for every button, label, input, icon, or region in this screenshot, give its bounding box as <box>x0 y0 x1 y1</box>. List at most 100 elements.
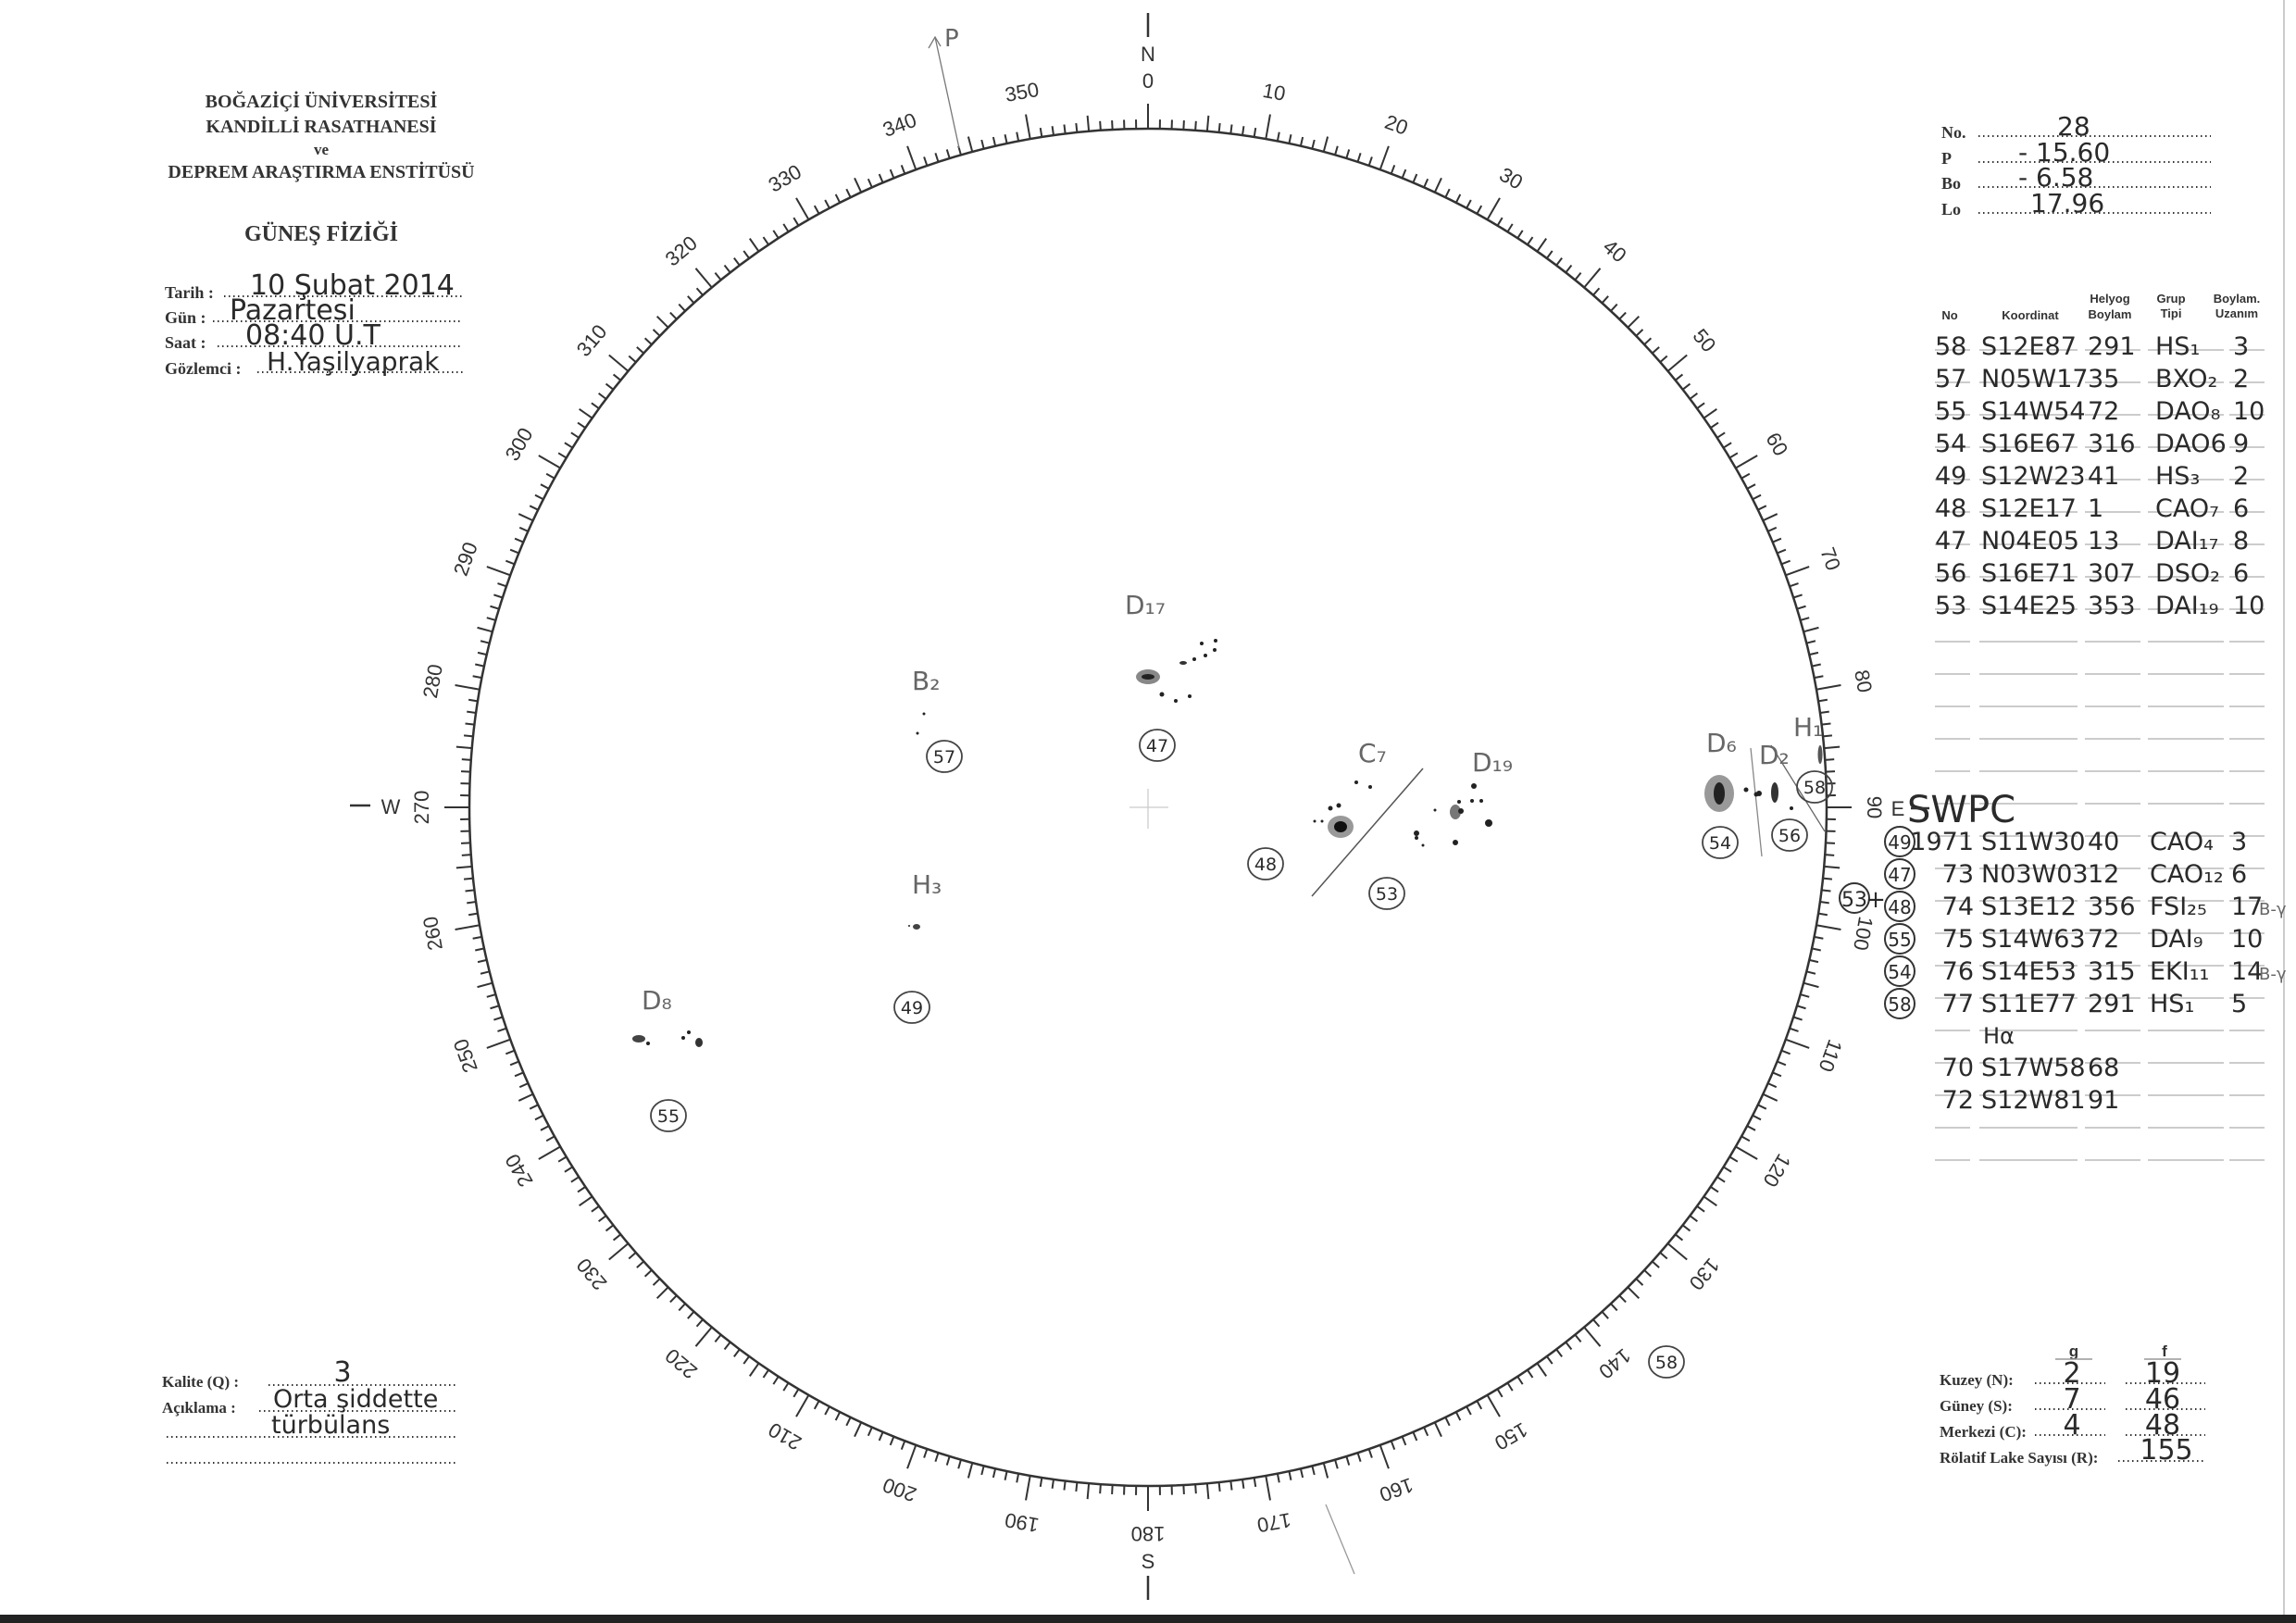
tick-mark <box>636 346 644 355</box>
sunspot <box>922 712 926 716</box>
tick-mark <box>1401 169 1407 179</box>
header-type-1: Grup <box>2156 292 2185 306</box>
tick-mark <box>1086 115 1091 131</box>
tick-mark <box>472 675 482 680</box>
tick-mark <box>1601 1311 1609 1319</box>
sunspot <box>1743 787 1749 793</box>
tick-mark <box>782 223 790 232</box>
tick-mark <box>934 1452 940 1462</box>
tick-mark <box>1574 271 1582 281</box>
tick-mark <box>1652 1260 1660 1268</box>
sunspot <box>1204 654 1207 657</box>
tick-mark <box>1800 993 1810 998</box>
swpc-number: 76 <box>1942 957 1974 986</box>
tick-mark <box>1075 122 1079 133</box>
tick-mark <box>1466 199 1472 209</box>
tick-mark <box>1728 1155 1739 1163</box>
degree-label: 250 <box>449 1036 482 1076</box>
degree-label: 10 <box>1261 79 1287 106</box>
tick-mark <box>1546 1355 1554 1365</box>
sunspot <box>1200 642 1204 645</box>
tick-mark <box>867 1427 873 1437</box>
tick-mark <box>1675 1233 1684 1242</box>
tick-mark <box>1816 924 1841 930</box>
scan-edge-bottom <box>0 1615 2296 1623</box>
cell-ext: 8 <box>2233 527 2249 556</box>
sunspot <box>1354 780 1358 784</box>
group-number-circle: 58 <box>1796 770 1833 804</box>
swpc-local-number: 48 <box>1888 896 1911 918</box>
tick-mark <box>1803 626 1819 633</box>
south-f: 46 <box>2145 1383 2180 1416</box>
degree-label: 80 <box>1850 668 1877 694</box>
tick-mark <box>1762 1092 1778 1102</box>
group-number-circle: 54 <box>1702 826 1739 859</box>
tick-mark <box>1345 149 1351 159</box>
sunspot <box>1790 806 1793 810</box>
tick-mark <box>1789 582 1799 588</box>
halpha-row: 70 S17W58 68 <box>1942 1054 2120 1082</box>
lo-value: 17.96 <box>2030 188 2104 218</box>
time-label: Saat : <box>165 333 206 352</box>
tick-mark <box>824 199 830 209</box>
tick-mark <box>1111 1484 1114 1495</box>
sunspot <box>695 1038 703 1047</box>
swpc-note: B-γ <box>2259 965 2287 984</box>
header-ext-1: Boylam. <box>2214 292 2261 306</box>
tick-mark <box>1746 1125 1756 1131</box>
tick-mark <box>1051 1479 1054 1489</box>
no-label: No. <box>1941 123 1966 142</box>
degree-label: 310 <box>572 320 612 361</box>
day-label: Gün : <box>165 308 206 327</box>
center-label: Merkezi (C): <box>1940 1423 2027 1441</box>
tick-mark <box>762 1369 769 1379</box>
tick-mark <box>467 901 477 905</box>
degree-label: 140 <box>1594 1344 1635 1384</box>
r-label: Rölatif Lake Sayısı (R): <box>1940 1449 2098 1467</box>
tick-mark <box>1703 1195 1717 1207</box>
tick-mark <box>1205 115 1210 131</box>
tick-mark <box>465 722 475 726</box>
tick-mark <box>878 1431 884 1442</box>
observation-fields: Tarih : 10 Şubat 2014 Gün : Pazartesi Sa… <box>165 269 463 378</box>
halpha-lon: 68 <box>2088 1054 2119 1082</box>
tick-mark <box>1546 250 1554 259</box>
swpc-ext: 6 <box>2231 860 2247 889</box>
tick-mark <box>1466 1405 1472 1416</box>
quality-value: 3 <box>333 1356 351 1389</box>
tick-mark <box>455 865 472 869</box>
cell-lon: 35 <box>2088 365 2119 393</box>
tick-mark <box>480 640 491 644</box>
degree-label: 270 <box>410 791 433 825</box>
tick-mark <box>1703 407 1717 419</box>
tick-mark <box>545 472 555 480</box>
tick-mark <box>1659 1252 1668 1260</box>
tick-mark <box>1824 745 1841 750</box>
tick-mark <box>1752 493 1762 501</box>
sunspot-counts: g f Kuzey (N): 2 19 Güney (S): 7 46 Merk… <box>1940 1342 2205 1467</box>
sunspot <box>1328 805 1333 811</box>
institution-line-4: DEPREM ARAŞTIRMA ENSTİTÜSÜ <box>168 160 474 182</box>
tick-mark <box>477 958 488 964</box>
bo-value: - 6.58 <box>2018 162 2093 193</box>
swpc-lon: 291 <box>2088 990 2136 1018</box>
cell-lon: 307 <box>2088 559 2136 588</box>
tick-mark <box>509 1060 519 1067</box>
tick-mark <box>1454 1411 1462 1421</box>
tick-mark <box>1444 1417 1451 1427</box>
tick-mark <box>605 382 615 391</box>
tick-mark <box>694 268 713 289</box>
group-number: 47 <box>1146 736 1168 756</box>
tick-mark <box>772 230 780 239</box>
swpc-row: 48 74 S13E12 356 FSI₂₅ 17B-γ <box>1884 891 2287 922</box>
tick-mark <box>1583 268 1602 289</box>
degree-label: 0 <box>1142 69 1154 93</box>
degree-ticks <box>444 104 1852 1511</box>
group-table-row: 47 N04E05 13 DAI₁₇ 8 <box>1935 527 2249 556</box>
degree-label: 190 <box>1004 1508 1042 1537</box>
cell-type: CAO₇ <box>2155 494 2219 523</box>
tick-mark <box>1816 684 1841 691</box>
time-value: 08:40 U.T <box>245 319 381 352</box>
